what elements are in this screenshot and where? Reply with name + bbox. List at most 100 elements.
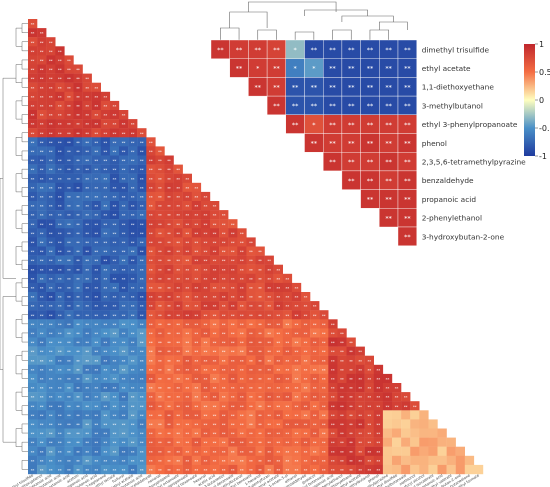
significance-mark: ** — [140, 186, 144, 190]
heatmap-cell — [55, 310, 65, 320]
significance-mark: ** — [76, 104, 80, 108]
significance-mark: ** — [331, 350, 335, 354]
heatmap-cell — [137, 328, 147, 338]
significance-mark: ** — [122, 141, 126, 145]
heatmap-cell — [155, 328, 165, 338]
significance-mark: ** — [304, 396, 308, 400]
heatmap-cell — [155, 182, 165, 193]
heatmap-cell — [246, 437, 256, 447]
significance-mark: ** — [185, 214, 189, 218]
heatmap-cell — [337, 392, 347, 402]
significance-mark: ** — [76, 423, 80, 427]
heatmap-cell — [37, 255, 47, 265]
significance-mark: ** — [76, 177, 80, 181]
significance-mark: ** — [240, 377, 244, 381]
significance-mark: ** — [304, 414, 308, 418]
heatmap-cell — [301, 328, 311, 338]
significance-mark: ** — [322, 377, 326, 381]
significance-mark: ** — [195, 268, 199, 272]
heatmap-cell — [255, 310, 265, 320]
significance-mark: ** — [104, 277, 108, 281]
significance-mark: ** — [240, 396, 244, 400]
significance-mark: ** — [249, 296, 253, 300]
heatmap-cell — [255, 464, 265, 475]
significance-mark: ** — [231, 223, 235, 227]
significance-mark: ** — [85, 459, 89, 463]
heatmap-cell — [364, 428, 374, 438]
heatmap-cell — [119, 173, 129, 183]
significance-mark: ** — [176, 250, 180, 254]
significance-mark: ** — [85, 141, 89, 145]
heatmap-cell — [146, 419, 156, 429]
heatmap-cell — [301, 337, 311, 347]
significance-mark: ** — [113, 314, 117, 318]
heatmap-cell — [128, 437, 138, 447]
colorbar-gradient — [524, 44, 535, 156]
heatmap-cell — [382, 373, 393, 384]
dendrogram-branch — [21, 241, 28, 252]
heatmap-cell — [128, 201, 138, 211]
significance-mark: ** — [85, 177, 89, 181]
heatmap-cell — [182, 428, 192, 438]
significance-mark: ** — [149, 277, 153, 281]
significance-mark: ** — [149, 286, 153, 290]
heatmap-cell — [91, 201, 101, 211]
significance-mark: ** — [113, 432, 117, 436]
significance-mark: ** — [217, 46, 224, 54]
heatmap-cell — [173, 346, 183, 356]
heatmap-cell — [291, 292, 302, 302]
heatmap-cell — [173, 273, 183, 284]
significance-mark: ** — [286, 459, 290, 463]
heatmap-cell — [73, 146, 83, 156]
significance-mark: ** — [249, 368, 253, 372]
heatmap-cell — [146, 191, 156, 202]
heatmap-cell — [155, 310, 165, 320]
heatmap-cell — [146, 201, 156, 211]
heatmap-cell — [119, 128, 129, 138]
heatmap-cell — [182, 219, 192, 229]
heatmap-cell — [37, 328, 47, 338]
significance-mark: ** — [131, 414, 135, 418]
heatmap-cell — [246, 383, 256, 393]
heatmap-cell — [191, 401, 202, 411]
heatmap-cell — [55, 82, 65, 92]
significance-mark: * — [256, 65, 260, 73]
dendrogram-branch — [15, 355, 22, 375]
significance-mark: ** — [304, 459, 308, 463]
significance-mark: ** — [267, 432, 271, 436]
heatmap-cell — [109, 301, 120, 311]
significance-mark: ** — [67, 86, 71, 90]
significance-mark: ** — [113, 141, 117, 145]
heatmap-cell — [91, 110, 101, 120]
heatmap-cell — [91, 346, 101, 356]
significance-mark: ** — [385, 196, 392, 204]
significance-mark: ** — [213, 250, 217, 254]
significance-mark: ** — [286, 396, 290, 400]
significance-mark: ** — [76, 459, 80, 463]
heatmap-cell — [119, 201, 129, 211]
significance-mark: ** — [131, 323, 135, 327]
heatmap-cell — [173, 410, 183, 420]
heatmap-cell — [46, 82, 56, 92]
significance-mark: ** — [204, 441, 208, 445]
significance-mark: ** — [236, 65, 243, 73]
heatmap-cell — [191, 191, 202, 202]
significance-mark: ** — [204, 459, 208, 463]
significance-mark: ** — [67, 186, 71, 190]
heatmap-cell — [128, 337, 138, 347]
significance-mark: ** — [167, 368, 171, 372]
heatmap-cell — [109, 337, 120, 347]
significance-mark: ** — [385, 83, 392, 91]
heatmap-cell — [109, 346, 120, 356]
heatmap-cell — [164, 364, 174, 375]
heatmap-cell — [37, 110, 47, 120]
significance-mark: ** — [58, 250, 62, 254]
heatmap-cell — [119, 228, 129, 238]
significance-mark: ** — [176, 168, 180, 172]
heatmap-cell — [264, 264, 274, 274]
heatmap-cell — [100, 364, 111, 375]
heatmap-cell — [137, 255, 147, 265]
significance-mark: ** — [313, 305, 317, 309]
significance-mark: ** — [131, 286, 135, 290]
heatmap-cell — [37, 64, 47, 74]
